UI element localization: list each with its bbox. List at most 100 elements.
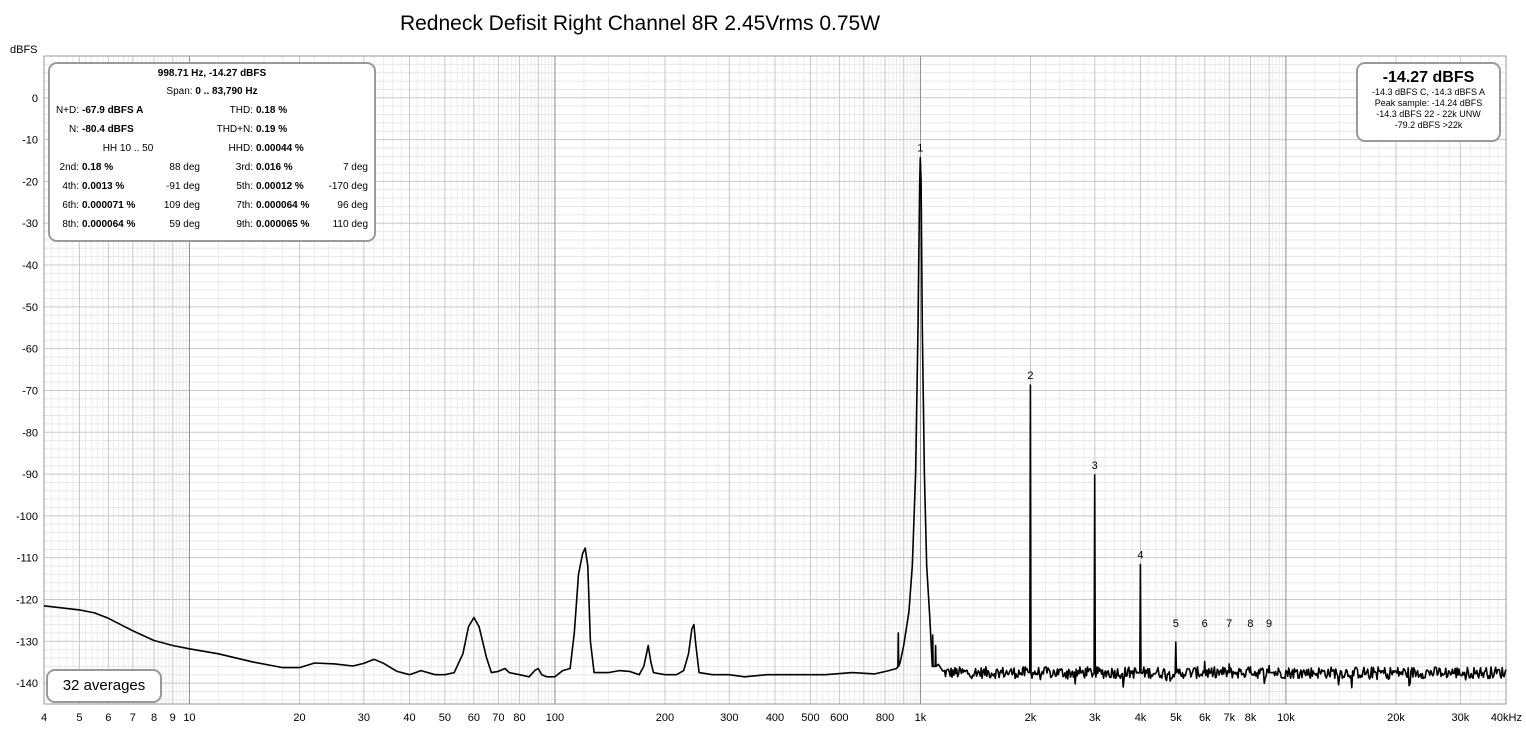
harmonic-label: 9th: xyxy=(236,219,253,230)
x-tick-label: 5 xyxy=(76,712,82,724)
chart-title: Redneck Defisit Right Channel 8R 2.45Vrm… xyxy=(400,12,880,35)
harmonic-row: 4th: 0.0013 % -91 deg 5th: 0.00012 % -17… xyxy=(50,177,374,196)
y-axis-label: dBFS xyxy=(10,44,38,56)
x-tick-label: 6 xyxy=(105,712,111,724)
harmonic-markers: 1 2 3 4 5 6 7 8 9 xyxy=(917,142,1272,629)
y-tick-label: -90 xyxy=(22,469,38,481)
x-tick-label: 4k xyxy=(1135,712,1147,724)
plot-frame xyxy=(43,55,1507,705)
n-label: N: xyxy=(69,124,79,135)
nd-label: N+D: xyxy=(55,105,79,116)
y-tick-label: -20 xyxy=(22,176,38,188)
y-tick-label: -60 xyxy=(22,344,38,356)
x-tick-label: 30 xyxy=(358,712,370,724)
cursor-readout: 998.71 Hz, -14.27 dBFS xyxy=(50,64,374,83)
stats-table: N+D: -67.9 dBFS A THD: 0.18 % N: -80.4 d… xyxy=(50,101,374,234)
harmonic-value: 0.0013 % xyxy=(82,181,125,192)
harmonic-label: 7th: xyxy=(236,200,253,211)
x-tick-label: 4 xyxy=(41,712,47,724)
spectrum-trace-layer xyxy=(43,156,1507,689)
thd-value: 0.18 % xyxy=(256,105,288,116)
harmonic-phase: 110 deg xyxy=(332,219,368,230)
harmonic-marker-label: 2 xyxy=(1027,370,1033,382)
hhd-value: 0.00044 % xyxy=(256,143,304,154)
hh-label: HH 10 .. 50 xyxy=(102,143,154,154)
stats-row-n: N: -80.4 dBFS THD+N: 0.19 % xyxy=(50,120,374,139)
harmonic-marker-label: 6 xyxy=(1202,618,1208,630)
harmonic-marker-label: 3 xyxy=(1092,460,1098,472)
x-tick-labels: 4 5 6 7 8 9 10 20 30 40 50 60 70 80 100 200 300 400 500 600… xyxy=(41,712,1522,724)
harmonic-marker-label: 4 xyxy=(1137,549,1143,561)
y-tick-label: -30 xyxy=(22,218,38,230)
y-tick-label: -80 xyxy=(22,427,38,439)
harmonic-marker-label: 7 xyxy=(1226,618,1232,630)
harmonic-value: 0.000064 % xyxy=(256,200,310,211)
harmonic-marker-label: 5 xyxy=(1173,618,1179,630)
x-tick-label: 100 xyxy=(546,712,564,724)
spectrum-trace xyxy=(43,156,1507,689)
harmonic-marker-label: 9 xyxy=(1266,618,1272,630)
n-value: -80.4 dBFS xyxy=(82,124,134,135)
averages-count: 32 averages xyxy=(62,677,146,694)
level-readout-panel: -14.27 dBFS -14.3 dBFS C, -14.3 dBFS A P… xyxy=(1356,62,1501,142)
distortion-stats-panel: 998.71 Hz, -14.27 dBFS Span: 0 .. 83,790… xyxy=(48,62,376,242)
x-tick-label: 10k xyxy=(1277,712,1295,724)
x-tick-label: 300 xyxy=(720,712,738,724)
harmonic-row: 2nd: 0.18 % 88 deg 3rd: 0.016 % 7 deg xyxy=(50,158,374,177)
x-tick-label: 8k xyxy=(1245,712,1257,724)
averages-badge: 32 averages xyxy=(46,669,162,703)
x-tick-label: 200 xyxy=(656,712,674,724)
harmonic-phase: 88 deg xyxy=(169,162,200,173)
y-tick-label: -70 xyxy=(22,385,38,397)
harmonic-label: 2nd: xyxy=(59,162,79,173)
harmonic-value: 0.18 % xyxy=(82,162,114,173)
harmonic-value: 0.000065 % xyxy=(256,219,310,230)
harmonic-marker-label: 8 xyxy=(1247,618,1253,630)
x-tick-label: 800 xyxy=(876,712,894,724)
level-unweighted: -14.3 dBFS 22 - 22k UNW xyxy=(1376,109,1481,119)
hhd-label: HHD: xyxy=(228,143,253,154)
harmonic-value: 0.00012 % xyxy=(256,181,304,192)
y-tick-labels: 0 -10 -20 -30 -40 -50 -60 -70 -80 -90 -100 -110 -120… xyxy=(16,93,38,690)
x-tick-label: 6k xyxy=(1199,712,1211,724)
x-tick-label: 20k xyxy=(1387,712,1405,724)
span-label: Span: xyxy=(166,86,193,97)
harmonic-value: 0.016 % xyxy=(256,162,293,173)
harmonic-phase: 59 deg xyxy=(169,219,200,230)
harmonic-phase: -170 deg xyxy=(328,181,368,192)
x-tick-label: 80 xyxy=(513,712,525,724)
x-tick-label: 400 xyxy=(766,712,784,724)
nd-value: -67.9 dBFS A xyxy=(82,105,144,116)
harmonic-marker-label: 1 xyxy=(917,142,923,154)
x-tick-label: 8 xyxy=(151,712,157,724)
x-tick-label: 600 xyxy=(830,712,848,724)
x-tick-label: 5k xyxy=(1170,712,1182,724)
thd-label: THD: xyxy=(229,105,253,116)
harmonic-phase: 109 deg xyxy=(163,200,200,211)
x-tick-label: 30k xyxy=(1451,712,1469,724)
span-readout: Span: 0 .. 83,790 Hz xyxy=(50,82,374,101)
y-tick-label: -50 xyxy=(22,302,38,314)
harmonic-label: 4th: xyxy=(62,181,79,192)
thdn-value: 0.19 % xyxy=(256,124,288,135)
harmonic-label: 3rd: xyxy=(235,162,253,173)
y-tick-label: -110 xyxy=(17,553,38,565)
harmonic-phase: 96 deg xyxy=(337,200,368,211)
y-tick-label: -140 xyxy=(16,678,38,690)
level-above-22k: -79.2 dBFS >22k xyxy=(1394,120,1463,130)
harmonic-label: 8th: xyxy=(62,219,79,230)
x-tick-label: 1k xyxy=(915,712,927,724)
harmonic-label: 5th: xyxy=(236,181,253,192)
x-tick-label: 9 xyxy=(170,712,176,724)
x-tick-label: 20 xyxy=(293,712,305,724)
y-tick-label: -120 xyxy=(16,594,38,606)
x-tick-label: 7 xyxy=(130,712,136,724)
stats-row-nd: N+D: -67.9 dBFS A THD: 0.18 % xyxy=(50,101,374,120)
harmonic-row: 8th: 0.000064 % 59 deg 9th: 0.000065 % 1… xyxy=(50,215,374,234)
y-tick-label: -40 xyxy=(22,260,38,272)
x-tick-label: 40kHz xyxy=(1491,712,1522,724)
y-tick-label: 0 xyxy=(32,93,38,105)
x-tick-label: 2k xyxy=(1025,712,1037,724)
level-weighted: -14.3 dBFS C, -14.3 dBFS A xyxy=(1371,87,1486,97)
harmonic-label: 6th: xyxy=(62,200,79,211)
